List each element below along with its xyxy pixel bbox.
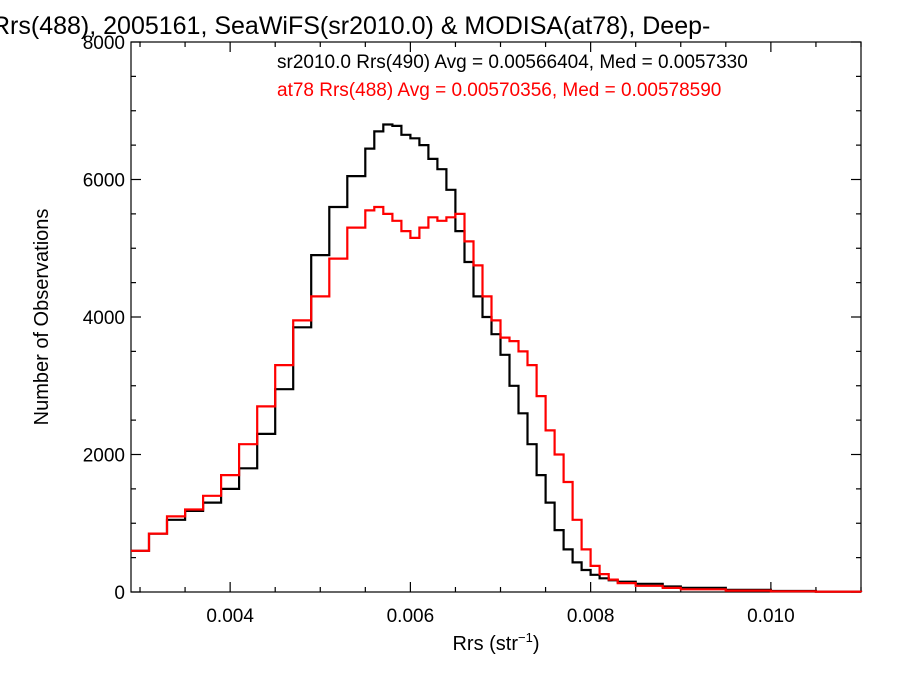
x-axis-label-close: ) [533,633,540,655]
y-tick-labels: 0 2000 4000 6000 8000 [83,33,125,604]
plot-frame [130,41,862,593]
series-line-at78 [131,205,863,593]
y-tick-label: 0 [114,583,125,604]
x-axis-label: Rrs (str−1) [452,630,539,655]
x-axis-label-text: Rrs (str [452,633,518,655]
legend-entry-at78: at78 Rrs(488) Avg = 0.00570356, Med = 0.… [277,80,721,101]
x-tick-label: 0.006 [387,606,435,627]
y-tick-label: 6000 [83,171,125,192]
x-tick-label: 0.010 [747,606,795,627]
y-axis-label: Number of Observations [31,209,53,426]
axis-ticks [131,41,862,593]
chart-title: Rrs(488), 2005161, SeaWiFS(sr2010.0) & M… [0,12,710,40]
x-tick-labels: 0.004 0.006 0.008 0.010 [206,606,794,627]
x-axis-label-exponent: −1 [518,630,533,645]
x-tick-label: 0.008 [567,606,615,627]
y-tick-label: 4000 [83,308,125,329]
series-line-sr2010 [131,123,863,593]
y-tick-label: 2000 [83,446,125,467]
y-tick-label: 8000 [83,33,125,54]
legend-entry-sr2010: sr2010.0 Rrs(490) Avg = 0.00566404, Med … [277,52,748,73]
x-tick-label: 0.004 [206,606,254,627]
